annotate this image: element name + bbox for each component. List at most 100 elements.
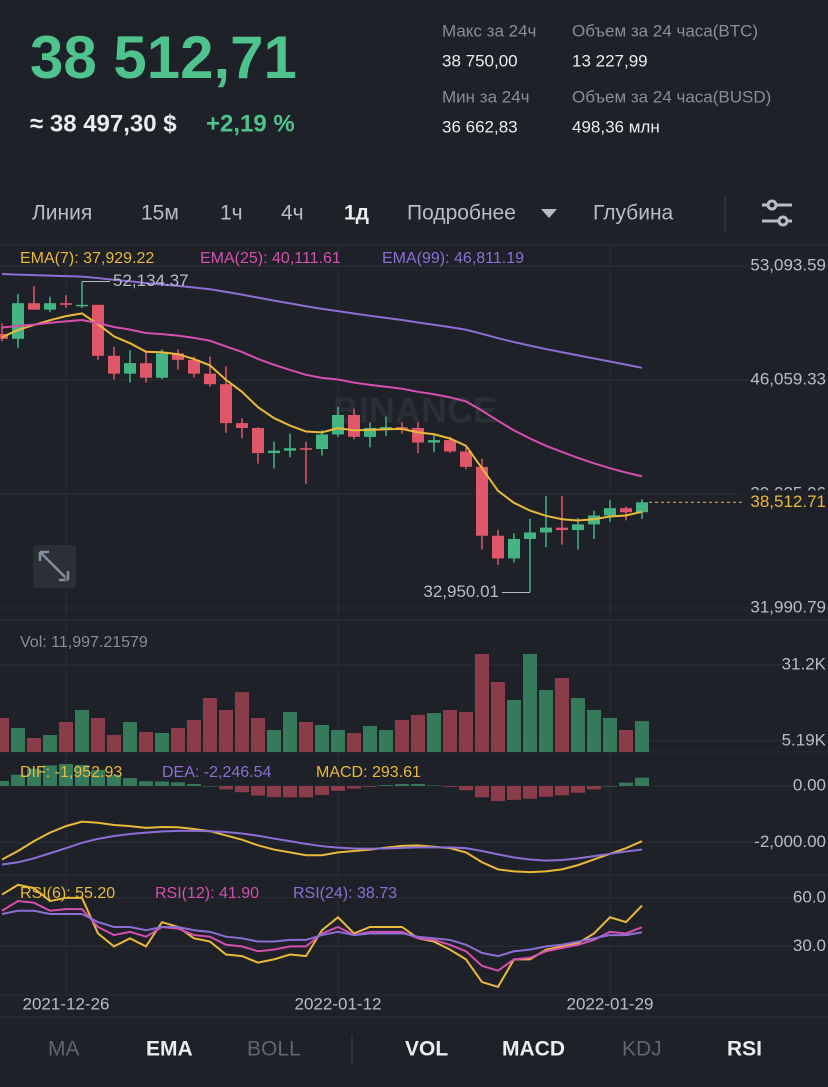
indicator-line bbox=[1, 909, 643, 958]
indicator-line bbox=[1, 900, 643, 972]
timeframe-tab[interactable]: 4ч bbox=[281, 202, 304, 225]
macd-bar bbox=[123, 778, 137, 787]
candle-body bbox=[92, 304, 104, 356]
volume-bar bbox=[331, 730, 345, 752]
macd-bar bbox=[587, 786, 601, 790]
last-price: 38 512,71 bbox=[30, 24, 297, 91]
volume-bar bbox=[267, 730, 281, 752]
volume-bar bbox=[75, 710, 89, 752]
macd-bar bbox=[395, 784, 409, 787]
macd-bar bbox=[619, 782, 633, 787]
y-tick-label: 30.0 bbox=[793, 936, 826, 955]
timeframe-tab[interactable]: 15м bbox=[141, 202, 179, 225]
indicator-tab[interactable]: MACD bbox=[502, 1038, 565, 1061]
volume-bar bbox=[27, 737, 41, 752]
candle-body bbox=[28, 303, 40, 310]
candle-body bbox=[44, 303, 56, 310]
macd-bar bbox=[107, 774, 121, 787]
indicator-line bbox=[1, 312, 643, 522]
macd-bar bbox=[299, 786, 313, 798]
legend-label: RSI(12): 41.90 bbox=[155, 885, 259, 902]
y-tick-label: 53,093.59 bbox=[750, 255, 826, 274]
macd-bar bbox=[347, 786, 361, 789]
indicator-tab[interactable]: MA bbox=[48, 1038, 80, 1061]
volume-bar bbox=[539, 690, 553, 752]
timeframe-tab[interactable]: Подробнее bbox=[407, 202, 516, 225]
annotation: 52,134.37 bbox=[113, 271, 189, 290]
last-price-bg bbox=[742, 490, 828, 515]
volume-bar bbox=[91, 717, 105, 752]
stat-label: Объем за 24 часа(BTC) bbox=[572, 21, 758, 40]
stat-label: Объем за 24 часа(BUSD) bbox=[572, 87, 771, 106]
indicator-tab[interactable]: BOLL bbox=[247, 1038, 301, 1061]
candle-body bbox=[76, 304, 88, 307]
timeframe-tab[interactable]: Линия bbox=[32, 202, 92, 225]
volume-bar bbox=[235, 692, 249, 752]
candle-body bbox=[12, 303, 24, 339]
y-tick-label: 31.2K bbox=[782, 654, 827, 673]
settings-icon[interactable] bbox=[762, 199, 792, 227]
indicator-line bbox=[1, 829, 643, 866]
volume-bar bbox=[347, 732, 361, 752]
volume-bar bbox=[219, 710, 233, 752]
indicator-tab[interactable]: VOL bbox=[405, 1038, 448, 1061]
timeframe-tab[interactable]: 1ч bbox=[220, 202, 243, 225]
candle-body bbox=[236, 423, 248, 428]
timeframe-tab[interactable]: 1д bbox=[344, 202, 369, 225]
indicator-tab[interactable]: RSI bbox=[727, 1038, 762, 1061]
candle-body bbox=[204, 373, 216, 385]
volume-bar bbox=[603, 717, 617, 752]
volume-bar bbox=[251, 717, 265, 752]
stat-label: Мин за 24ч bbox=[442, 87, 530, 106]
macd-bar bbox=[603, 786, 617, 787]
volume-bar bbox=[283, 711, 297, 752]
stat-value: 498,36 млн bbox=[572, 117, 660, 136]
candle-body bbox=[524, 532, 536, 539]
legend-label: RSI(6): 55.20 bbox=[20, 885, 115, 902]
legend-label: EMA(99): 46,811.19 bbox=[382, 250, 524, 267]
candle-body bbox=[60, 303, 72, 305]
candle-body bbox=[140, 363, 152, 378]
macd-bar bbox=[75, 764, 89, 787]
macd-bar bbox=[427, 785, 441, 787]
y-tick-label: 0.00 bbox=[793, 775, 826, 794]
candle-body bbox=[284, 448, 296, 451]
indicator-line bbox=[1, 273, 643, 369]
candle-body bbox=[476, 466, 488, 536]
candle-body bbox=[156, 353, 168, 378]
candle-body bbox=[172, 353, 184, 360]
candle-body bbox=[556, 527, 568, 531]
volume-bar bbox=[507, 699, 521, 752]
legend-label: EMA(7): 37,929.22 bbox=[20, 250, 154, 267]
volume-bar bbox=[587, 710, 601, 752]
indicator-tab[interactable]: EMA bbox=[146, 1038, 193, 1061]
volume-bar bbox=[43, 735, 57, 752]
candle-body bbox=[316, 434, 328, 450]
candle-body bbox=[396, 427, 408, 429]
y-tick-label: 60.0 bbox=[793, 887, 826, 906]
macd-bar bbox=[27, 768, 41, 787]
macd-bar bbox=[187, 784, 201, 787]
stat-value: 36 662,83 bbox=[442, 117, 518, 136]
candle-body bbox=[460, 451, 472, 467]
expand-icon[interactable] bbox=[33, 545, 76, 588]
macd-bar bbox=[363, 786, 377, 787]
dropdown-arrow bbox=[541, 209, 557, 218]
volume-bar bbox=[363, 726, 377, 752]
timeframe-tab[interactable]: Глубина bbox=[593, 202, 674, 225]
volume-bar bbox=[139, 731, 153, 752]
indicator-tab[interactable]: KDJ bbox=[622, 1038, 662, 1061]
macd-bar bbox=[459, 786, 473, 791]
x-tick-label: 2021-12-26 bbox=[23, 994, 110, 1013]
volume-bar bbox=[123, 721, 137, 752]
volume-bar bbox=[155, 732, 169, 752]
volume-bar bbox=[571, 697, 585, 752]
macd-bar bbox=[379, 785, 393, 787]
volume-bar bbox=[171, 727, 185, 752]
candle-body bbox=[220, 384, 232, 424]
volume-bar bbox=[107, 735, 121, 752]
volume-bar bbox=[203, 697, 217, 752]
candle-body bbox=[412, 427, 424, 443]
macd-bar bbox=[635, 777, 649, 787]
candle-body bbox=[572, 524, 584, 531]
